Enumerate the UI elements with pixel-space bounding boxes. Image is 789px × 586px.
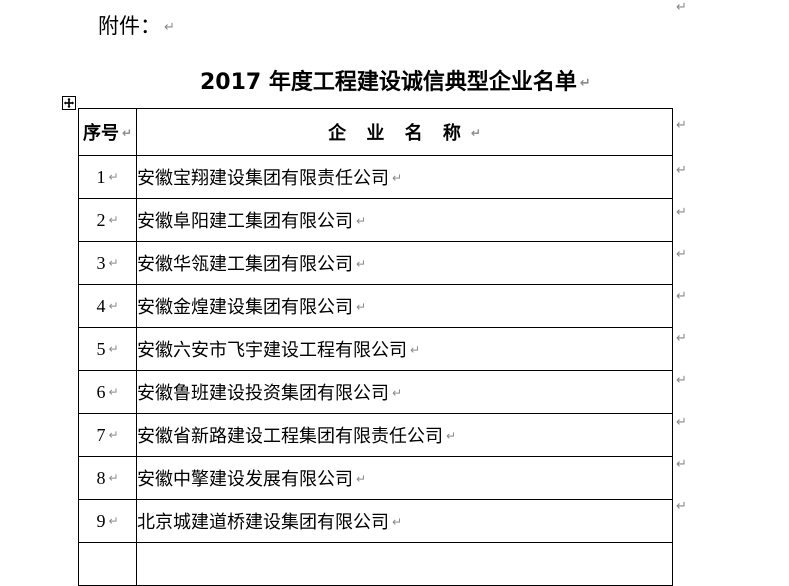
row-number-cell: 6 ↵	[78, 370, 137, 414]
table-row: 7 ↵ 安徽省新路建设工程集团有限责任公司 ↵	[78, 413, 673, 457]
paragraph-mark-icon: ↵	[392, 515, 403, 529]
paragraph-mark-icon: ↵	[356, 472, 367, 486]
row-number-cell: 7 ↵	[78, 413, 137, 457]
paragraph-mark-icon: ↵	[108, 427, 119, 442]
row-number: 1	[96, 166, 106, 187]
table-row-partial	[78, 542, 673, 586]
table-row: 8 ↵ 安徽中擎建设发展有限公司 ↵	[78, 456, 673, 500]
column-header-name-label: 企 业 名 称	[328, 123, 468, 144]
paragraph-mark-icon: ↵	[676, 247, 687, 262]
paragraph-mark-icon: ↵	[164, 20, 175, 35]
paragraph-mark-icon: ↵	[108, 470, 119, 485]
row-number-cell	[78, 542, 137, 586]
attachment-label-line: 附件： ↵	[98, 12, 175, 42]
row-number: 9	[96, 510, 106, 531]
company-name: 安徽阜阳建工集团有限公司	[137, 211, 353, 232]
paragraph-mark-icon: ↵	[121, 126, 133, 140]
table-body: 序号 ↵ 企 业 名 称 ↵ 1 ↵ 安徽宝翔建设集团有限责任公司 ↵ 2 ↵ 安徽阜阳建…	[78, 108, 673, 586]
company-name-cell: 安徽六安市飞宇建设工程有限公司 ↵	[136, 327, 673, 371]
row-number: 6	[96, 381, 106, 402]
company-name-cell: 安徽金煌建设集团有限公司 ↵	[136, 284, 673, 328]
company-name: 北京城建道桥建设集团有限公司	[137, 512, 389, 533]
row-number: 3	[96, 252, 106, 273]
company-name-cell: 安徽宝翔建设集团有限责任公司 ↵	[136, 155, 673, 199]
paragraph-mark-icon: ↵	[410, 343, 421, 357]
paragraph-mark-icon: ↵	[676, 118, 687, 133]
paragraph-mark-icon: ↵	[676, 415, 687, 430]
company-name: 安徽华瓴建工集团有限公司	[137, 254, 353, 275]
table-row: 3 ↵ 安徽华瓴建工集团有限公司 ↵	[78, 241, 673, 285]
company-name-cell: 安徽华瓴建工集团有限公司 ↵	[136, 241, 673, 285]
paragraph-mark-icon: ↵	[446, 429, 457, 443]
row-number-cell: 3 ↵	[78, 241, 137, 285]
table-row: 4 ↵ 安徽金煌建设集团有限公司 ↵	[78, 284, 673, 328]
paragraph-mark-icon: ↵	[579, 76, 591, 91]
page-title-line: 2017 年度工程建设诚信典型企业名单 ↵	[200, 68, 591, 99]
attachment-label: 附件：	[98, 14, 161, 38]
table-row: 6 ↵ 安徽鲁班建设投资集团有限公司 ↵	[78, 370, 673, 414]
paragraph-mark-icon: ↵	[108, 298, 119, 313]
column-header-name: 企 业 名 称 ↵	[136, 108, 673, 156]
paragraph-mark-icon: ↵	[108, 212, 119, 227]
row-number-cell: 1 ↵	[78, 155, 137, 199]
paragraph-mark-icon: ↵	[356, 257, 367, 271]
paragraph-mark-icon: ↵	[676, 289, 687, 304]
paragraph-mark-icon: ↵	[108, 384, 119, 399]
company-name-cell: 安徽鲁班建设投资集团有限公司 ↵	[136, 370, 673, 414]
row-number-cell: 4 ↵	[78, 284, 137, 328]
paragraph-mark-icon: ↵	[392, 171, 403, 185]
paragraph-mark-icon: ↵	[470, 126, 488, 140]
company-name-cell	[136, 542, 673, 586]
paragraph-mark-icon: ↵	[356, 300, 367, 314]
company-name: 安徽金煌建设集团有限公司	[137, 297, 353, 318]
table-row: 5 ↵ 安徽六安市飞宇建设工程有限公司 ↵	[78, 327, 673, 371]
table-header-row: 序号 ↵ 企 业 名 称 ↵	[78, 108, 673, 156]
row-number: 7	[96, 424, 106, 445]
table-row: 9 ↵ 北京城建道桥建设集团有限公司 ↵	[78, 499, 673, 543]
company-name-cell: 安徽省新路建设工程集团有限责任公司 ↵	[136, 413, 673, 457]
paragraph-mark-icon: ↵	[676, 205, 687, 220]
column-header-no: 序号 ↵	[78, 108, 137, 156]
row-number: 5	[96, 338, 106, 359]
company-name-cell: 北京城建道桥建设集团有限公司 ↵	[136, 499, 673, 543]
paragraph-mark-icon: ↵	[676, 457, 687, 472]
paragraph-mark-icon: ↵	[676, 373, 687, 388]
company-name: 安徽宝翔建设集团有限责任公司	[137, 168, 389, 189]
company-name: 安徽鲁班建设投资集团有限公司	[137, 383, 389, 404]
table-row: 2 ↵ 安徽阜阳建工集团有限公司 ↵	[78, 198, 673, 242]
paragraph-mark-icon: ↵	[108, 341, 119, 356]
paragraph-mark-icon: ↵	[676, 0, 687, 15]
company-name: 安徽中擎建设发展有限公司	[137, 469, 353, 490]
table-row: 1 ↵ 安徽宝翔建设集团有限责任公司 ↵	[78, 155, 673, 199]
page-title: 2017 年度工程建设诚信典型企业名单	[200, 70, 577, 95]
company-name-cell: 安徽中擎建设发展有限公司 ↵	[136, 456, 673, 500]
paragraph-mark-icon: ↵	[356, 214, 367, 228]
company-name-cell: 安徽阜阳建工集团有限公司 ↵	[136, 198, 673, 242]
row-number: 2	[96, 209, 106, 230]
document-page: 附件： ↵ 2017 年度工程建设诚信典型企业名单 ↵ 序号 ↵ 企 业 名 称 ↵	[62, 0, 687, 586]
paragraph-mark-icon: ↵	[676, 331, 687, 346]
row-number-cell: 2 ↵	[78, 198, 137, 242]
paragraph-mark-icon: ↵	[108, 255, 119, 270]
paragraph-mark-icon: ↵	[392, 386, 403, 400]
column-header-no-label: 序号	[82, 123, 119, 144]
row-number: 4	[96, 295, 106, 316]
row-number-cell: 8 ↵	[78, 456, 137, 500]
paragraph-mark-icon: ↵	[676, 499, 687, 514]
row-number-cell: 5 ↵	[78, 327, 137, 371]
paragraph-mark-icon: ↵	[676, 163, 687, 178]
paragraph-mark-icon: ↵	[108, 169, 119, 184]
row-number: 8	[96, 467, 106, 488]
company-list-table-wrapper: 序号 ↵ 企 业 名 称 ↵ 1 ↵ 安徽宝翔建设集团有限责任公司 ↵ 2 ↵ 安徽阜阳建…	[78, 108, 673, 586]
paragraph-mark-icon: ↵	[108, 513, 119, 528]
table-move-handle-icon[interactable]	[62, 96, 76, 110]
row-number-cell: 9 ↵	[78, 499, 137, 543]
company-name: 安徽六安市飞宇建设工程有限公司	[137, 340, 407, 361]
company-list-table: 序号 ↵ 企 业 名 称 ↵ 1 ↵ 安徽宝翔建设集团有限责任公司 ↵ 2 ↵ 安徽阜阳建…	[78, 108, 673, 586]
company-name: 安徽省新路建设工程集团有限责任公司	[137, 426, 443, 447]
